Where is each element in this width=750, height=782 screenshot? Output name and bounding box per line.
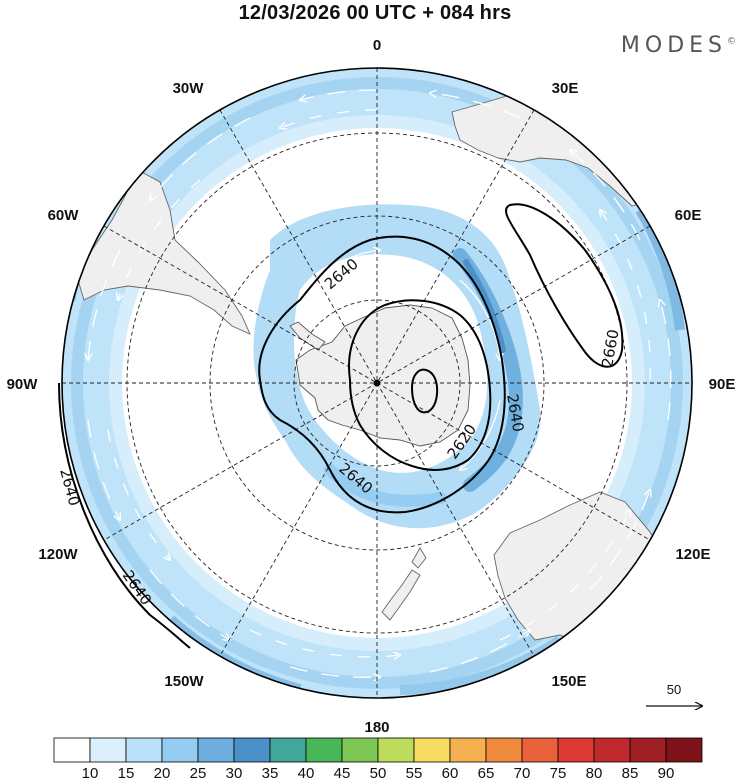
pole-marker bbox=[373, 379, 381, 387]
colorbar-swatch bbox=[557, 737, 595, 763]
contour-2620 bbox=[348, 299, 492, 471]
colorbar-tick-label: 30 bbox=[226, 765, 243, 782]
reference-vector-label: 50 bbox=[667, 682, 681, 697]
colorbar-tick-label: 85 bbox=[622, 765, 639, 782]
lon-label-30w: 30W bbox=[173, 80, 205, 97]
colorbar-tick-label: 25 bbox=[190, 765, 207, 782]
globe-border bbox=[61, 67, 693, 699]
colorbar-tick-label: 15 bbox=[118, 765, 135, 782]
colorbar-swatch bbox=[89, 737, 127, 763]
copyright-mark: © bbox=[727, 36, 736, 47]
colorbar-swatch bbox=[341, 737, 379, 763]
colorbar-tick-label: 70 bbox=[514, 765, 531, 782]
lon-label-120e: 120E bbox=[675, 546, 710, 563]
continent-new-zealand bbox=[381, 547, 427, 621]
colorbar-swatch bbox=[485, 737, 523, 763]
lon-label-120w: 120W bbox=[38, 546, 78, 563]
inner-jet-ring bbox=[253, 204, 541, 529]
colorbar-tick-label: 45 bbox=[334, 765, 351, 782]
lon-label-150e: 150E bbox=[551, 673, 586, 690]
colorbar-swatch bbox=[593, 737, 631, 763]
height-contours bbox=[58, 203, 624, 649]
colorbar-swatch bbox=[665, 737, 703, 763]
colorbar: 10 15 20 25 30 35 40 45 50 55 60 65 70 75 80 85 90 bbox=[53, 737, 703, 782]
continent-antarctica bbox=[295, 304, 471, 447]
colorbar-swatch bbox=[161, 737, 199, 763]
colorbar-swatch bbox=[449, 737, 487, 763]
wind-vectors bbox=[88, 90, 672, 677]
colorbar-swatch bbox=[377, 737, 415, 763]
lon-label-30e: 30E bbox=[552, 80, 579, 97]
lon-label-0: 0 bbox=[373, 37, 381, 54]
brand-logo: MODES© bbox=[621, 33, 736, 58]
colorbar-tick-label: 60 bbox=[442, 765, 459, 782]
colorbar-tick-label: 20 bbox=[154, 765, 171, 782]
colorbar-tick-label: 75 bbox=[550, 765, 567, 782]
colorbar-swatch bbox=[233, 737, 271, 763]
lon-label-180: 180 bbox=[364, 719, 389, 736]
lon-label-60e: 60E bbox=[675, 207, 702, 224]
colorbar-tick-label: 65 bbox=[478, 765, 495, 782]
lon-label-90e: 90E bbox=[709, 376, 736, 393]
graticule bbox=[62, 68, 692, 698]
contour-low-center bbox=[410, 368, 439, 414]
colorbar-tick-label: 55 bbox=[406, 765, 423, 782]
colorbar-tick-label: 10 bbox=[82, 765, 99, 782]
colorbar-swatch bbox=[197, 737, 235, 763]
colorbar-tick-label: 35 bbox=[262, 765, 279, 782]
colorbar-tick-label: 80 bbox=[586, 765, 603, 782]
contour-2640-inner bbox=[258, 235, 506, 514]
colorbar-swatch bbox=[521, 737, 559, 763]
lon-label-90w: 90W bbox=[7, 376, 39, 393]
lon-label-60w: 60W bbox=[48, 207, 80, 224]
longitude-labels: 0 30E 60E 90E 120E 150E 180 150W 120W 90… bbox=[7, 37, 736, 736]
reference-vector: 50 bbox=[646, 682, 702, 706]
colorbar-swatch bbox=[53, 737, 91, 763]
chart-title: 12/03/2026 00 UTC + 084 hrs bbox=[238, 2, 512, 24]
colorbar-tick-label: 50 bbox=[370, 765, 387, 782]
colorbar-tick-label: 40 bbox=[298, 765, 315, 782]
colorbar-swatch bbox=[629, 737, 667, 763]
colorbar-swatch bbox=[125, 737, 163, 763]
colorbar-swatch bbox=[413, 737, 451, 763]
colorbar-swatch bbox=[269, 737, 307, 763]
brand-name: MODES bbox=[620, 33, 727, 58]
lon-label-150w: 150W bbox=[164, 673, 204, 690]
colorbar-swatch bbox=[305, 737, 343, 763]
contour-2660 bbox=[504, 203, 624, 368]
colorbar-tick-label: 90 bbox=[658, 765, 675, 782]
